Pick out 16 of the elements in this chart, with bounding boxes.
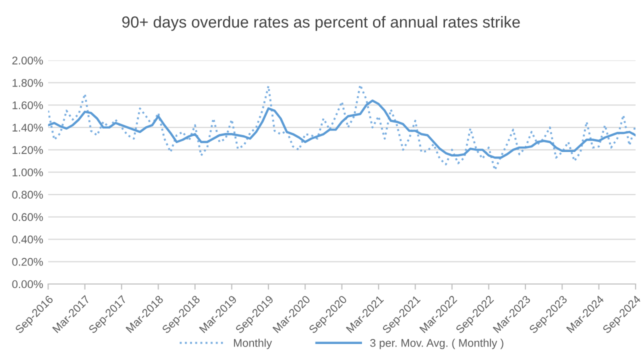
line-series xyxy=(48,99,636,159)
legend-label: 3 per. Mov. Avg. ( Monthly ) xyxy=(370,338,504,350)
y-tick-label: 0.20% xyxy=(12,258,43,266)
y-tick-label: 0.60% xyxy=(12,213,43,222)
y-tick-label: 1.80% xyxy=(12,78,43,87)
y-tick-label: 0.00% xyxy=(12,280,43,288)
y-tick-label: 1.20% xyxy=(12,146,43,154)
line-series xyxy=(48,84,636,171)
y-tick-label: 1.40% xyxy=(12,124,43,132)
y-tick-label: 2.00% xyxy=(12,56,43,64)
y-tick-label: 0.40% xyxy=(12,236,43,244)
legend-label: Monthly xyxy=(234,338,272,350)
y-tick-label: 1.00% xyxy=(12,168,43,176)
chart-title: 90+ days overdue rates as percent of annual rates strike xyxy=(122,16,520,31)
y-tick-label: 0.80% xyxy=(12,190,43,199)
y-tick-label: 1.60% xyxy=(12,101,43,110)
